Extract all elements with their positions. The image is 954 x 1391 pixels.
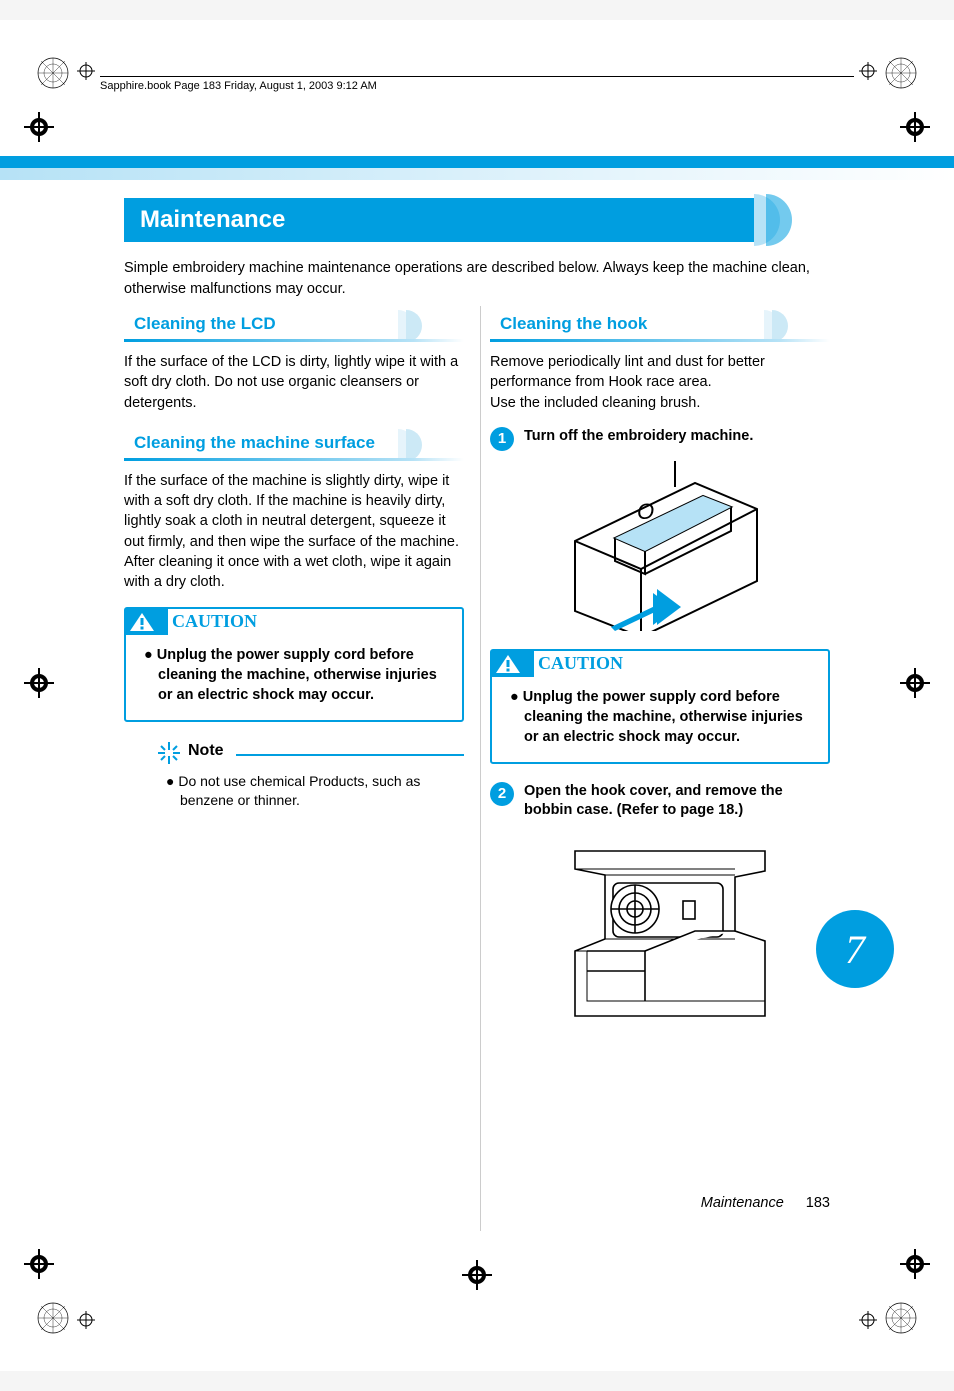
heading-deco-icon bbox=[398, 429, 430, 461]
svg-text:O: O bbox=[637, 499, 654, 524]
illustration-hook bbox=[490, 831, 830, 1031]
body-paragraph: Remove periodically lint and dust for be… bbox=[490, 352, 830, 413]
section-heading: Cleaning the hook bbox=[490, 312, 830, 340]
heading-underline bbox=[490, 339, 830, 342]
crop-cross-icon bbox=[900, 668, 930, 698]
step-number-badge: 1 bbox=[490, 427, 514, 451]
footer-page-number: 183 bbox=[806, 1195, 830, 1211]
step-row: 1 Turn off the embroidery machine. bbox=[490, 427, 830, 451]
footer-section: Maintenance bbox=[701, 1195, 784, 1211]
title-deco-icon bbox=[754, 194, 806, 246]
step-text: Turn off the embroidery machine. bbox=[524, 427, 753, 447]
note-header: Note bbox=[154, 740, 464, 766]
heading-underline bbox=[124, 339, 464, 342]
reg-mark-icon bbox=[884, 56, 918, 90]
right-column: Cleaning the hook Remove periodically li… bbox=[490, 306, 830, 1049]
section-title: Cleaning the machine surface bbox=[134, 433, 375, 453]
chapter-tab: 7 bbox=[816, 910, 894, 988]
body-paragraph: If the surface of the machine is slightl… bbox=[124, 471, 464, 593]
crop-cross-icon bbox=[900, 112, 930, 142]
caution-box: CAUTION Unplug the power supply cord bef… bbox=[124, 607, 464, 722]
caution-label: CAUTION bbox=[172, 611, 257, 632]
crop-cross-icon bbox=[462, 1260, 492, 1290]
top-accent-bar bbox=[0, 156, 954, 168]
note-underline bbox=[236, 754, 464, 756]
top-accent-fade bbox=[0, 168, 954, 180]
header-rule bbox=[100, 76, 854, 77]
caution-header: CAUTION bbox=[126, 609, 462, 635]
note-label: Note bbox=[188, 742, 224, 760]
crop-cross-icon bbox=[77, 1311, 95, 1329]
intro-paragraph: Simple embroidery machine maintenance op… bbox=[124, 258, 830, 300]
caution-header: CAUTION bbox=[492, 651, 828, 677]
crop-cross-icon bbox=[24, 668, 54, 698]
caution-box: CAUTION Unplug the power supply cord bef… bbox=[490, 649, 830, 764]
power-switch-diagram-icon: O bbox=[545, 461, 775, 631]
content-columns: Cleaning the LCD If the surface of the L… bbox=[124, 306, 830, 1191]
crop-cross-icon bbox=[24, 112, 54, 142]
reg-mark-icon bbox=[36, 1301, 70, 1335]
crop-cross-icon bbox=[859, 62, 877, 80]
crop-cross-icon bbox=[859, 1311, 877, 1329]
caution-label: CAUTION bbox=[538, 653, 623, 674]
column-divider bbox=[480, 306, 481, 1231]
page-footer: Maintenance 183 bbox=[701, 1195, 830, 1211]
section-heading: Cleaning the LCD bbox=[124, 312, 464, 340]
heading-underline bbox=[124, 458, 464, 461]
illustration-switch: O bbox=[490, 461, 830, 631]
section-title: Cleaning the LCD bbox=[134, 314, 276, 334]
header-meta: Sapphire.book Page 183 Friday, August 1,… bbox=[100, 80, 377, 92]
crop-cross-icon bbox=[24, 1249, 54, 1279]
step-text: Open the hook cover, and remove the bobb… bbox=[524, 782, 830, 821]
body-paragraph: If the surface of the LCD is dirty, ligh… bbox=[124, 352, 464, 413]
page-title-block: Maintenance bbox=[124, 198, 830, 242]
step-row: 2 Open the hook cover, and remove the bo… bbox=[490, 782, 830, 821]
bobbin-case-diagram-icon bbox=[535, 831, 785, 1031]
section-heading: Cleaning the machine surface bbox=[124, 431, 464, 459]
section-title: Cleaning the hook bbox=[500, 314, 647, 334]
note-text: Do not use chemical Products, such as be… bbox=[154, 772, 464, 811]
left-column: Cleaning the LCD If the surface of the L… bbox=[124, 306, 464, 825]
reg-mark-icon bbox=[884, 1301, 918, 1335]
heading-deco-icon bbox=[398, 310, 430, 342]
crop-cross-icon bbox=[900, 1249, 930, 1279]
reg-mark-icon bbox=[36, 56, 70, 90]
page: Sapphire.book Page 183 Friday, August 1,… bbox=[0, 20, 954, 1371]
crop-cross-icon bbox=[77, 62, 95, 80]
page-title: Maintenance bbox=[124, 198, 760, 242]
sparkle-icon bbox=[154, 740, 184, 766]
step-number-badge: 2 bbox=[490, 782, 514, 806]
heading-deco-icon bbox=[764, 310, 796, 342]
note-box: Note Do not use chemical Products, such … bbox=[154, 740, 464, 811]
caution-text: Unplug the power supply cord before clea… bbox=[140, 645, 448, 706]
caution-text: Unplug the power supply cord before clea… bbox=[506, 687, 814, 748]
